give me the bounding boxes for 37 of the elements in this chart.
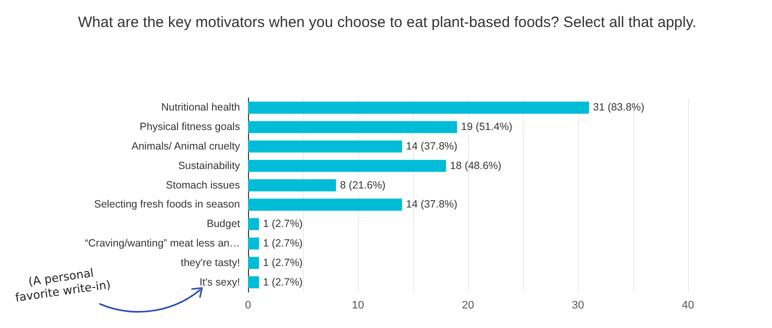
data-label: 1 (2.7%) — [263, 276, 303, 288]
bar — [248, 218, 259, 230]
bar — [248, 121, 457, 134]
data-label: 8 (21.6%) — [340, 179, 386, 192]
x-tick-label: 20 — [462, 300, 474, 312]
x-tick-label: 0 — [244, 300, 252, 312]
x-tick-label: 10 — [352, 300, 364, 312]
y-tick-label: It's sexy! — [199, 276, 240, 288]
y-tick-label: Physical fitness goals — [140, 121, 240, 134]
bar — [248, 140, 402, 153]
bar — [248, 237, 259, 250]
data-label: 31 (83.8%) — [593, 102, 644, 114]
data-label: 14 (37.8%) — [406, 140, 458, 152]
data-label: 19 (51.4%) — [461, 121, 512, 134]
y-tick-label: Selecting fresh foods in season — [94, 198, 240, 211]
y-tick-label: Budget — [206, 218, 240, 230]
bar — [248, 179, 336, 192]
data-label: 14 (37.8%) — [406, 198, 458, 211]
data-label: 1 (2.7%) — [263, 238, 303, 250]
text: (A personal favorite write-in) — [13, 264, 113, 306]
y-tick-label: Animals/ Animal cruelty — [131, 140, 241, 152]
y-tick-label: Sustainability — [178, 160, 241, 172]
data-label: 1 (2.7%) — [263, 256, 303, 269]
chart-title: What are the key motivators when you choose to eat plant-based foods? Select all that apply. — [78, 13, 698, 33]
data-label: 18 (48.6%) — [450, 160, 502, 172]
bar — [248, 102, 589, 114]
bar — [248, 160, 446, 172]
x-tick-label: 30 — [572, 300, 584, 312]
data-label: 1 (2.7%) — [263, 218, 303, 230]
x-tick-label: 40 — [682, 300, 694, 312]
bar — [248, 276, 259, 288]
y-tick-label: Stomach issues — [166, 179, 240, 192]
bar — [248, 256, 259, 269]
bar — [248, 198, 402, 211]
y-tick-label: Nutritional health — [161, 102, 240, 114]
y-tick-label: “Craving/wanting” meat less an… — [84, 238, 240, 250]
y-tick-label: they're tasty! — [180, 256, 240, 269]
